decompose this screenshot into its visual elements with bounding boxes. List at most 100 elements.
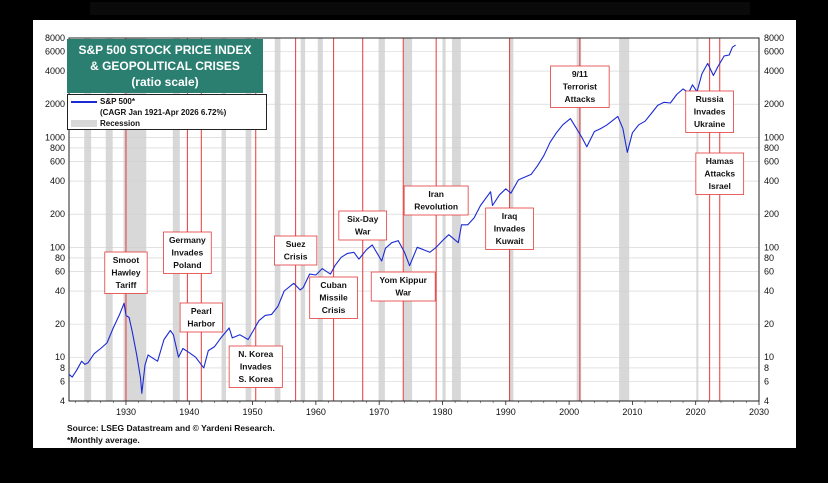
event-box [338,210,388,241]
chart-footer: Source: LSEG Datastream and © Yardeni Re… [67,422,275,446]
y-tick-label-right: 4 [764,396,769,406]
event-box [403,185,469,216]
event-label: Pearl [191,306,212,316]
event-box [370,271,436,302]
chart-legend: S&P 500* (CAGR Jan 1921-Apr 2026 6.72%) … [67,94,267,130]
event-box [309,276,358,319]
legend-label-recession: Recession [100,119,141,128]
y-tick-label-left: 800 [50,143,65,153]
event-label: Kuwait [496,236,524,246]
recession-band [105,38,113,401]
event-annotation: Hamas Attacks Israel [695,152,745,195]
y-tick-label-left: 8 [60,363,65,373]
x-tick-label: 1950 [243,407,263,417]
event-label: Missile [319,293,348,303]
event-label: Poland [173,260,201,270]
event-label: Russia [696,94,724,104]
y-tick-label-left: 8000 [45,33,65,43]
event-box [485,207,534,250]
event-annotation: Germany Invades Poland [163,231,212,274]
x-tick-label: 1990 [496,407,516,417]
event-box [550,65,610,108]
event-label: Hamas [706,156,734,166]
chart-card: 8000 8000 6000 6000 4000 4000 2000 2000 1000 1000… [33,20,796,448]
event-label: Revolution [414,202,458,212]
event-label: Tariff [116,280,137,290]
chart-title-line-1: S&P 500 STOCK PRICE INDEX [78,43,252,57]
event-label: Cuban [320,280,346,290]
event-label: S. Korea [238,374,273,384]
y-tick-label-left: 10 [55,352,65,362]
y-tick-label-left: 1000 [45,132,65,142]
y-tick-label-left: 600 [50,157,65,167]
y-tick-label-left: 4000 [45,66,65,76]
event-label: Ukraine [694,119,725,129]
event-label: Suez [286,239,306,249]
legend-entry-recession: Recession [71,118,263,129]
y-tick-label-left: 200 [50,209,65,219]
event-annotation: Smoot Hawley Tariff [104,251,148,294]
event-annotation: Cuban Missile Crisis [309,276,358,319]
recession-band [245,38,252,401]
x-tick-label: 1940 [179,407,199,417]
y-tick-label-left: 20 [55,319,65,329]
x-tick-label: 2020 [686,407,706,417]
event-box [163,231,212,274]
chart-title-line-3: (ratio scale) [131,75,199,89]
event-label: Crisis [284,252,308,262]
recession-band [576,38,582,401]
x-tick-label: 2010 [622,407,642,417]
y-tick-label-left: 40 [55,286,65,296]
y-tick-label-right: 100 [764,242,779,252]
event-annotation: 9/11 Terrorist Attacks [550,65,610,108]
y-tick-label-right: 10 [764,352,774,362]
event-label: Yom Kippur [379,275,427,285]
event-label: Smoot [113,255,140,265]
y-tick-label-right: 20 [764,319,774,329]
y-tick-label-right: 60 [764,267,774,277]
x-tick-label: 1980 [432,407,452,417]
y-tick-label-left: 4 [60,396,65,406]
event-annotation: N. Korea Invades S. Korea [228,345,283,388]
y-tick-label-left: 100 [50,242,65,252]
legend-entry-cagr: (CAGR Jan 1921-Apr 2026 6.72%) [71,107,263,118]
y-tick-label-left: 80 [55,253,65,263]
recession-band [442,38,446,401]
legend-line-swatch [71,100,97,103]
event-label: Harbor [187,319,216,329]
y-tick-label-left: 6000 [45,47,65,57]
event-label: Attacks [564,94,595,104]
top-bar [90,2,750,15]
event-label: Six-Day [347,214,378,224]
event-label: Invades [240,362,272,372]
event-box [228,345,283,388]
x-tick-label: 2030 [749,407,769,417]
y-tick-label-left: 6 [60,377,65,387]
chart-title-box: S&P 500 STOCK PRICE INDEX & GEOPOLITICAL… [67,39,263,93]
event-label: Attacks [704,169,735,179]
monthly-average-note: *Monthly average. [67,435,140,445]
recession-band [619,38,630,401]
event-box [104,251,148,294]
recession-band [221,38,226,401]
event-box [695,152,745,195]
y-tick-label-right: 2000 [764,99,784,109]
event-annotation: Iran Revolution [403,185,469,216]
legend-entry-sp500: S&P 500* [71,96,263,107]
event-label: Invades [172,248,204,258]
event-label: War [355,227,371,237]
event-annotation: Iraq Invades Kuwait [485,207,534,250]
event-label: Invades [694,107,726,117]
event-annotation: Pearl Harbor [179,302,223,333]
y-tick-label-right: 6 [764,377,769,387]
event-annotation: Six-Day War [338,210,388,241]
y-tick-label-right: 1000 [764,132,784,142]
event-annotation: Yom Kippur War [370,271,436,302]
event-label: Terrorist [563,82,597,92]
event-box [179,302,223,333]
sp500-line [68,44,736,394]
event-label: Iran [428,189,444,199]
y-tick-label-right: 4000 [764,66,784,76]
recession-band [300,38,306,401]
plot-frame [68,37,760,402]
